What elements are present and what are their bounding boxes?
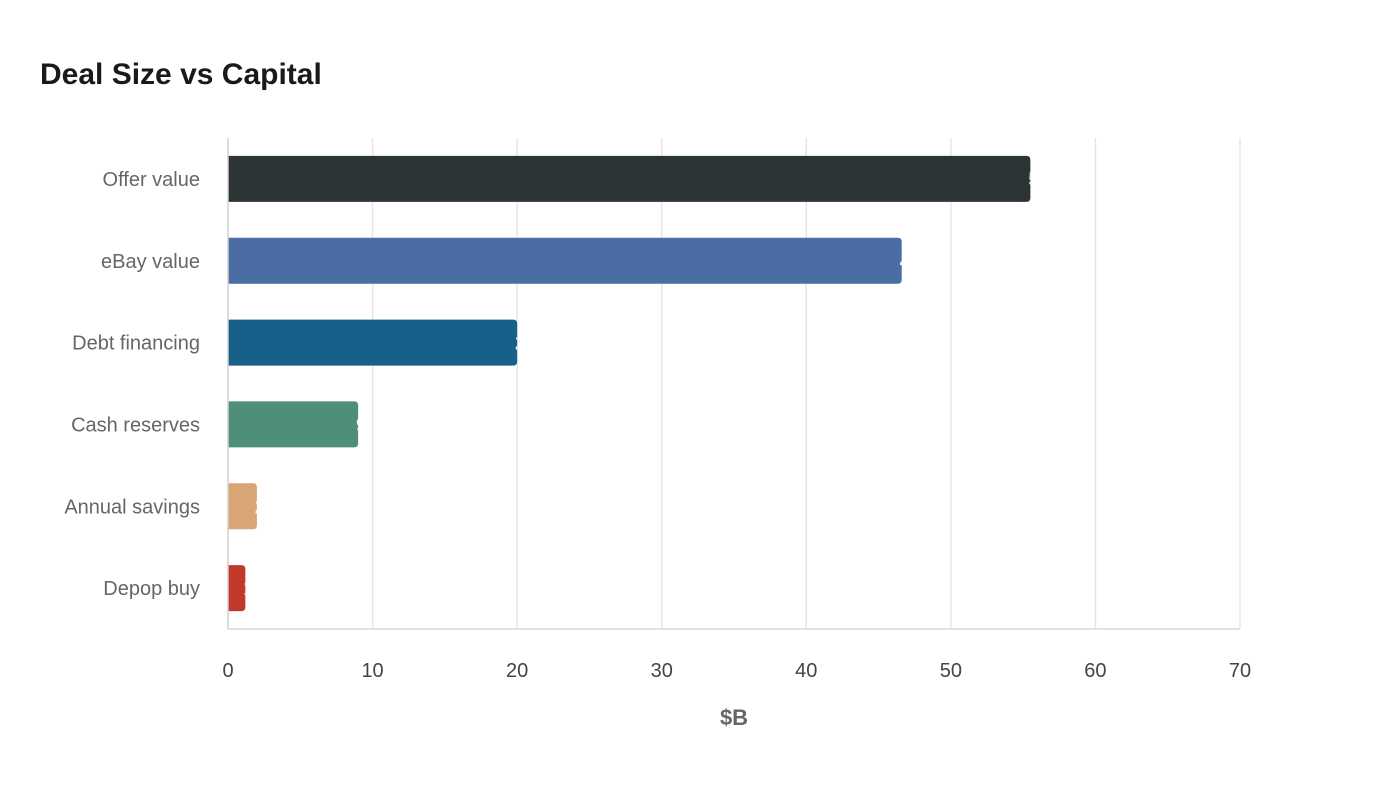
axes: [227, 138, 1240, 630]
bar-value-label: 2: [255, 496, 266, 518]
category-label: Offer value: [103, 169, 200, 191]
bar-value-label: 46.6: [900, 251, 939, 273]
x-tick-label: 30: [651, 660, 673, 682]
category-label: Debt financing: [72, 333, 200, 355]
x-tick-label: 60: [1084, 660, 1106, 682]
bar-value-label: 55.5: [1028, 169, 1067, 191]
x-tick-label: 0: [222, 660, 233, 682]
grid-lines: [371, 138, 1241, 629]
category-label: Cash reserves: [71, 414, 200, 436]
bar: [228, 155, 1031, 202]
bar-value-label: 9: [356, 414, 367, 436]
category-label: Depop buy: [103, 578, 200, 600]
bar: [228, 401, 359, 448]
bars: [228, 155, 1031, 612]
category-label: Annual savings: [64, 496, 200, 518]
bar: [228, 565, 246, 612]
bar-value-label: 1.2: [243, 578, 271, 600]
x-axis-title: $B: [720, 705, 748, 730]
x-tick-label: 50: [940, 660, 962, 682]
bar: [228, 237, 902, 284]
labels: 0 10 20 30 40 50 60 70 55.5 Offer value 46.6 eBay v…: [64, 169, 1251, 682]
bar-value-label: 20: [515, 333, 537, 355]
x-tick-label: 40: [795, 660, 817, 682]
category-label: eBay value: [101, 251, 200, 273]
bar: [228, 483, 257, 530]
bar: [228, 319, 518, 366]
x-tick-label: 70: [1229, 660, 1251, 682]
x-tick-label: 10: [361, 660, 383, 682]
chart-title: Deal Size vs Capital: [40, 58, 322, 91]
x-tick-label: 20: [506, 660, 528, 682]
